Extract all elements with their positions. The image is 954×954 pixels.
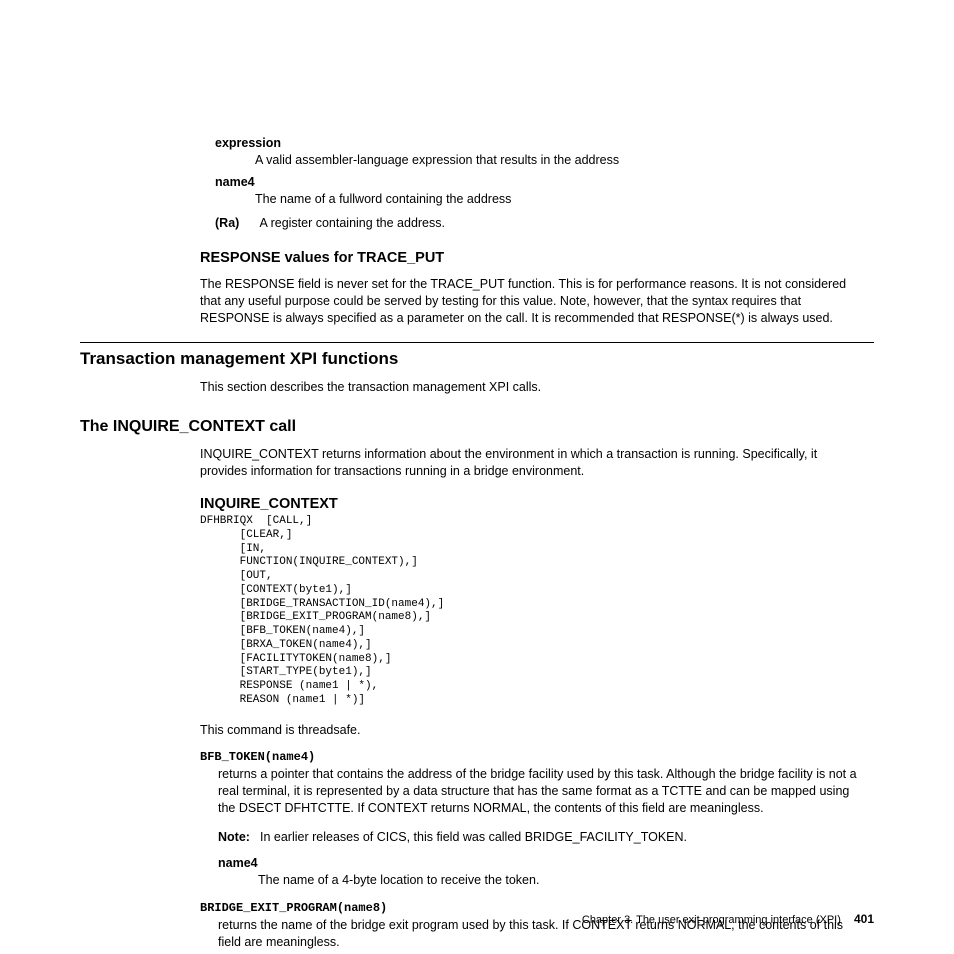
page-footer: Chapter 3. The user exit programming int… [582, 912, 874, 926]
response-heading: RESPONSE values for TRACE_PUT [200, 250, 874, 266]
footer-chapter: Chapter 3. The user exit programming int… [582, 914, 841, 926]
note-row: Note: In earlier releases of CICS, this … [218, 829, 874, 846]
section-heading-xpi: Transaction management XPI functions [80, 349, 874, 369]
def-term-expression: expression [215, 136, 874, 150]
footer-page-number: 401 [854, 912, 874, 926]
definition-list: expression A valid assembler-language ex… [215, 136, 874, 232]
def-desc-ra: A register containing the address. [259, 216, 445, 230]
note-label: Note: [218, 829, 260, 846]
subsection-heading-inquire: The INQUIRE_CONTEXT call [80, 418, 874, 436]
response-paragraph: The RESPONSE field is never set for the … [200, 276, 864, 327]
note-body: In earlier releases of CICS, this field … [260, 829, 874, 846]
syntax-heading: INQUIRE_CONTEXT [200, 496, 874, 512]
syntax-code: DFHBRIQX [CALL,] [CLEAR,] [IN, FUNCTION(… [200, 515, 874, 708]
page-content: expression A valid assembler-language ex… [0, 0, 954, 951]
param-bfb-token-desc: returns a pointer that contains the addr… [218, 766, 864, 817]
def-term-ra: (Ra) [215, 216, 255, 230]
param-bfb-token-term: BFB_TOKEN(name4) [200, 750, 874, 764]
subsection-intro: INQUIRE_CONTEXT returns information abou… [200, 446, 864, 480]
def-desc-name4: The name of a fullword containing the ad… [255, 191, 874, 208]
section-intro: This section describes the transaction m… [200, 379, 864, 396]
subparam-name4-desc: The name of a 4-byte location to receive… [258, 872, 874, 889]
def-desc-expression: A valid assembler-language expression th… [255, 152, 874, 169]
def-row-ra: (Ra) A register containing the address. [215, 214, 874, 232]
threadsafe-note: This command is threadsafe. [200, 722, 864, 739]
def-term-name4: name4 [215, 175, 874, 189]
subparam-name4-term: name4 [218, 856, 874, 870]
section-rule [80, 342, 874, 343]
